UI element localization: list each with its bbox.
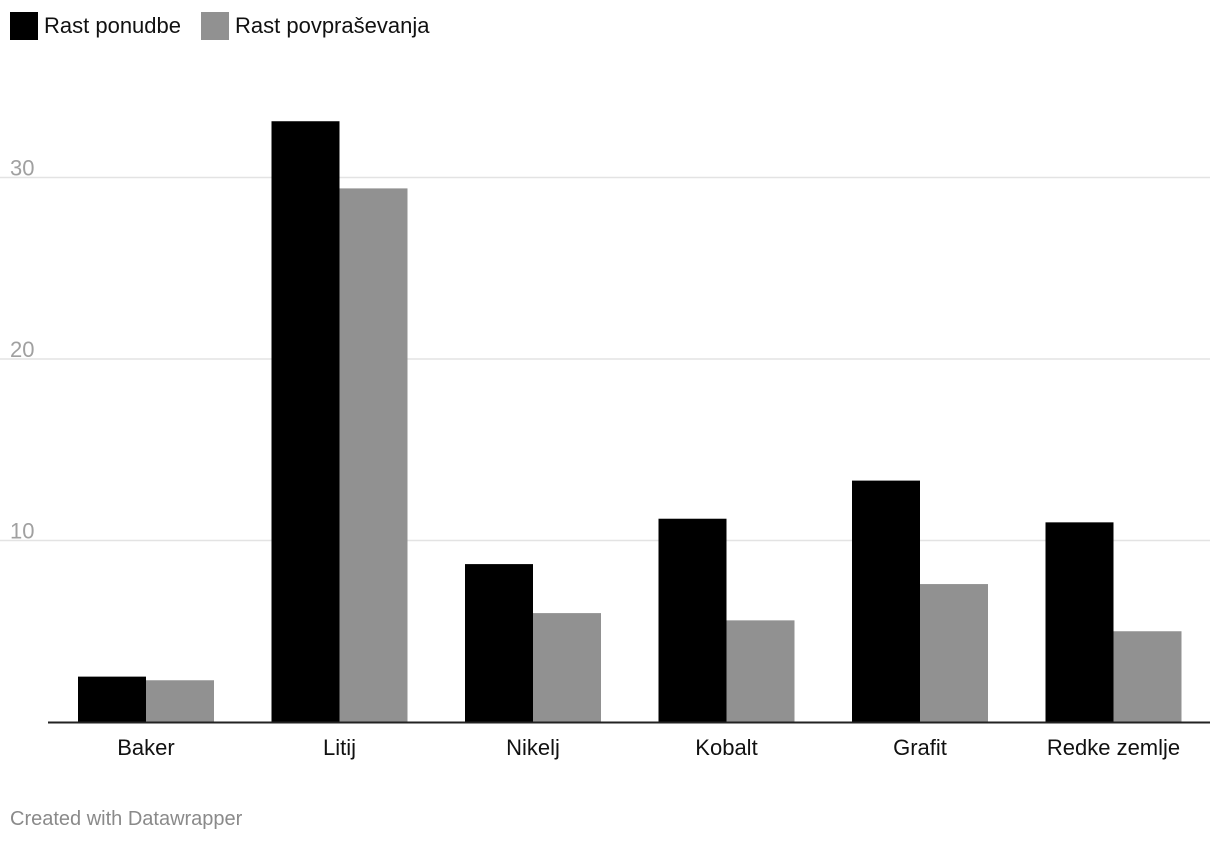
bars bbox=[78, 121, 1182, 723]
category-label: Grafit bbox=[893, 735, 947, 760]
bar-demand bbox=[726, 620, 795, 722]
legend-item-supply: Rast ponudbe bbox=[10, 12, 181, 40]
legend-label-supply: Rast ponudbe bbox=[44, 13, 181, 38]
category-label: Litij bbox=[323, 735, 356, 760]
bar-supply bbox=[465, 564, 533, 722]
bar-demand bbox=[1113, 631, 1182, 722]
y-tick-label: 30 bbox=[10, 156, 34, 181]
legend-label-demand: Rast povpraševanja bbox=[235, 13, 430, 38]
bar-supply bbox=[1045, 522, 1114, 722]
category-label: Kobalt bbox=[695, 735, 757, 760]
bar-demand bbox=[339, 188, 408, 722]
y-axis-ticks: 10 20 30 bbox=[10, 156, 34, 544]
y-tick-label: 20 bbox=[10, 337, 34, 362]
category-label: Baker bbox=[117, 735, 174, 760]
chart-legend: Rast ponudbe Rast povpraševanja bbox=[10, 12, 429, 40]
bar-supply bbox=[852, 480, 920, 722]
bar-demand bbox=[146, 680, 214, 722]
legend-swatch-supply bbox=[10, 12, 38, 40]
bar-supply bbox=[658, 518, 727, 722]
y-tick-label: 10 bbox=[10, 519, 34, 544]
gridlines bbox=[0, 176, 1210, 542]
bar-supply bbox=[271, 121, 340, 723]
x-axis-labels: Baker Litij Nikelj Kobalt Grafit Redke zemlje bbox=[117, 735, 1180, 760]
bar-demand bbox=[920, 584, 988, 722]
legend-item-demand: Rast povpraševanja bbox=[201, 12, 429, 40]
category-label: Nikelj bbox=[506, 735, 560, 760]
bar-demand bbox=[533, 613, 601, 722]
datawrapper-credit: Created with Datawrapper bbox=[10, 808, 243, 830]
bar-supply bbox=[78, 676, 146, 722]
category-label: Redke zemlje bbox=[1047, 735, 1180, 760]
legend-swatch-demand bbox=[201, 12, 229, 40]
